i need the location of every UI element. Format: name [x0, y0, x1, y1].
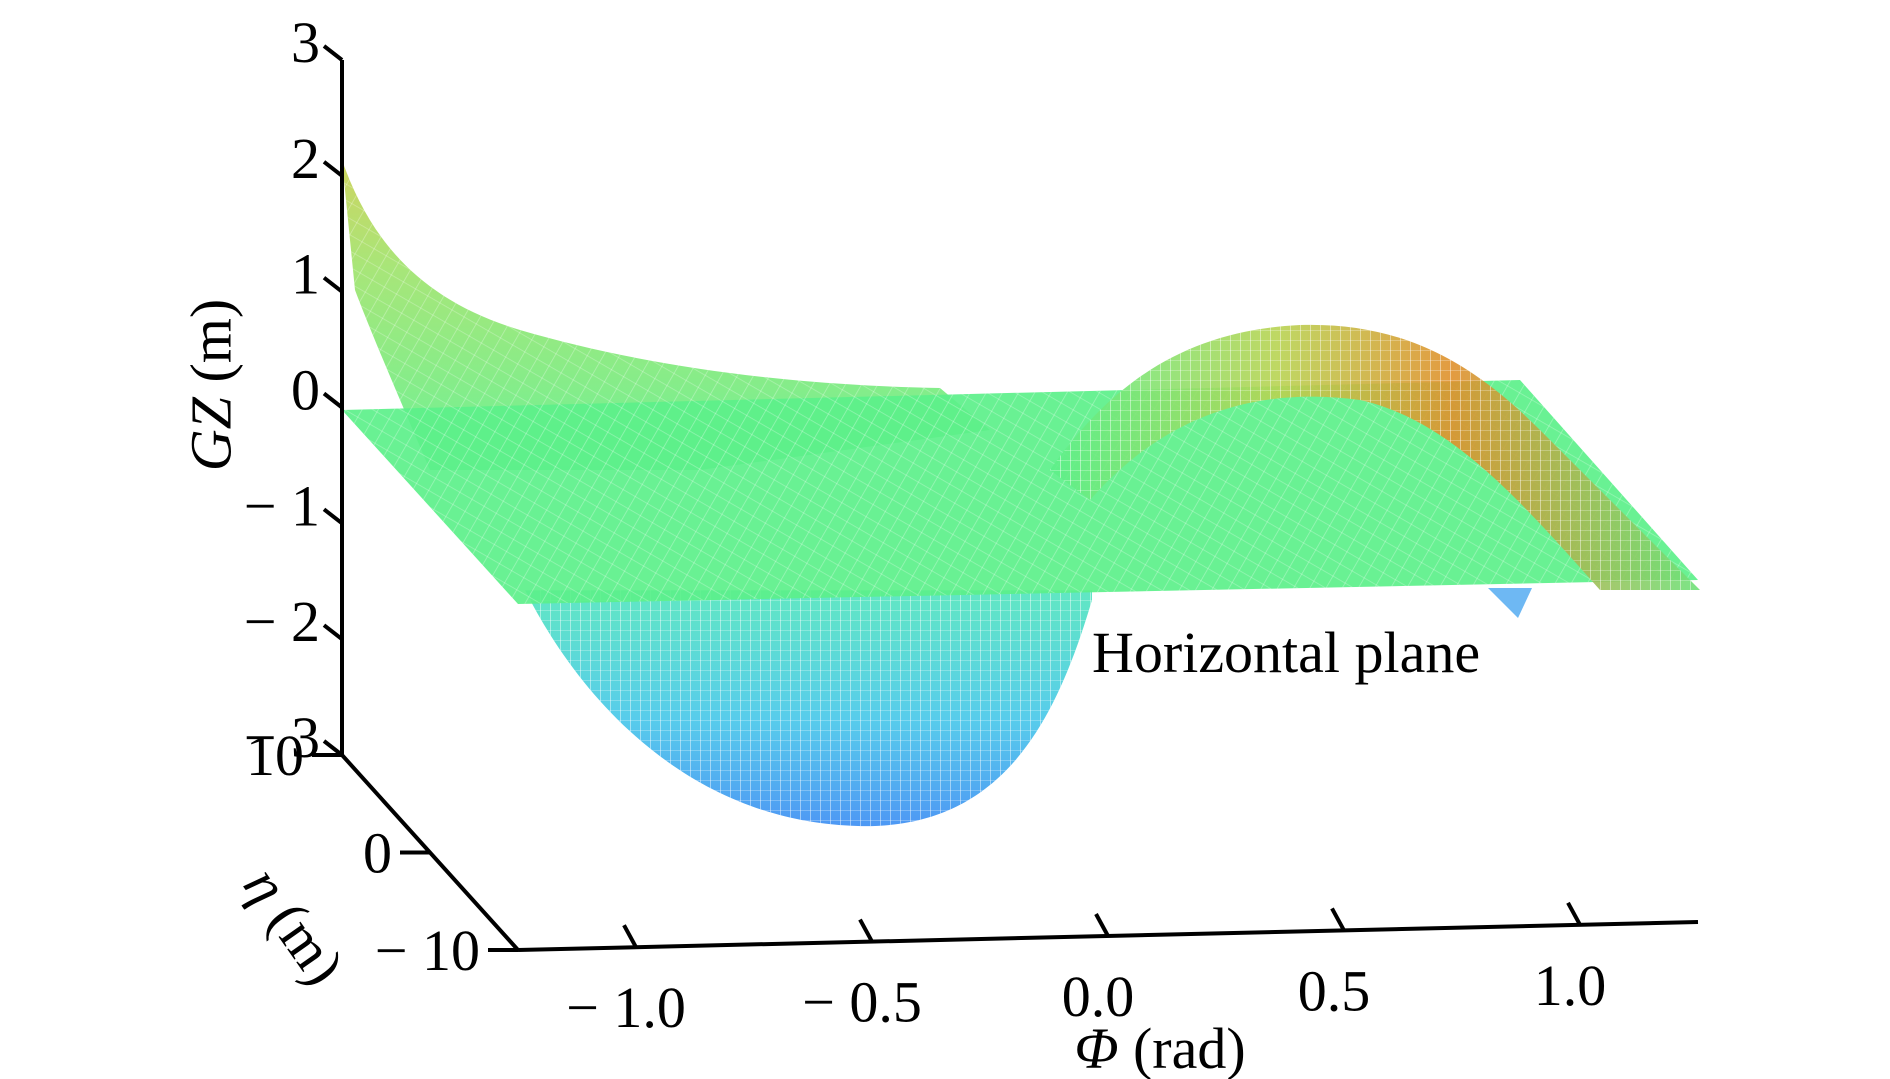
z-axis-title-symbol: GZ [178, 396, 243, 471]
z-axis-tick [322, 507, 344, 525]
z-axis-title: GZ (m) [178, 299, 243, 471]
horizontal-plane-mesh [342, 380, 1698, 604]
z-axis-tick-label: 0 [291, 358, 320, 423]
z-axis-tick-label: − 1 [244, 473, 320, 538]
z-axis-tick-label: − 2 [244, 589, 320, 654]
x-axis-tick [858, 918, 874, 943]
x-axis-tick-label: − 1.0 [566, 975, 686, 1040]
surface-bowl-mesh-lines [525, 590, 1092, 827]
y-axis-tick-label: − 10 [375, 918, 480, 983]
x-axis-tick [1094, 913, 1110, 937]
x-axis-tick-label: 0.0 [1062, 964, 1135, 1029]
horizontal-plane-label: Horizontal plane [1092, 620, 1480, 685]
svg-text:Φ (rad): Φ (rad) [1074, 1016, 1245, 1079]
surface-right-dip [1488, 588, 1532, 618]
x-axis-title: Φ (rad) [1074, 1016, 1245, 1079]
z-axis-tick [322, 623, 344, 641]
x-axis-title-symbol: Φ [1074, 1016, 1118, 1079]
z-axis-tick [322, 739, 344, 757]
x-axis-tick-label: 0.5 [1298, 958, 1371, 1023]
x-axis-tick [1566, 901, 1582, 926]
svg-text:η (m): η (m) [231, 855, 357, 996]
x-axis-title-unit: (rad) [1133, 1016, 1246, 1079]
y-axis-tick-label: 0 [363, 821, 392, 886]
x-axis-tick [622, 924, 638, 949]
z-axis-tick [322, 44, 344, 62]
surface-right-hump-mesh [1050, 324, 1700, 590]
x-axis-tick-label: 1.0 [1534, 953, 1607, 1018]
z-axis-title-unit: (m) [178, 299, 243, 383]
z-axis-tick [322, 391, 344, 410]
surface-left-slope-lines [342, 160, 990, 470]
z-axis-tick-label: − 3 [244, 705, 320, 770]
y-axis-title: η (m) [231, 855, 357, 996]
x-axis-tick [1330, 907, 1346, 932]
svg-text:GZ (m): GZ (m) [178, 299, 243, 471]
z-axis-tick [322, 160, 344, 178]
gz-surface [342, 160, 1700, 827]
z-axis-tick [322, 276, 344, 294]
x-axis-tick-label: − 0.5 [802, 970, 922, 1035]
y-axis-tick-label: 10 [246, 723, 304, 788]
z-axis-tick-label: 1 [291, 242, 320, 307]
z-axis-tick-label: 3 [291, 10, 320, 75]
z-axis-tick-label: 2 [291, 126, 320, 191]
